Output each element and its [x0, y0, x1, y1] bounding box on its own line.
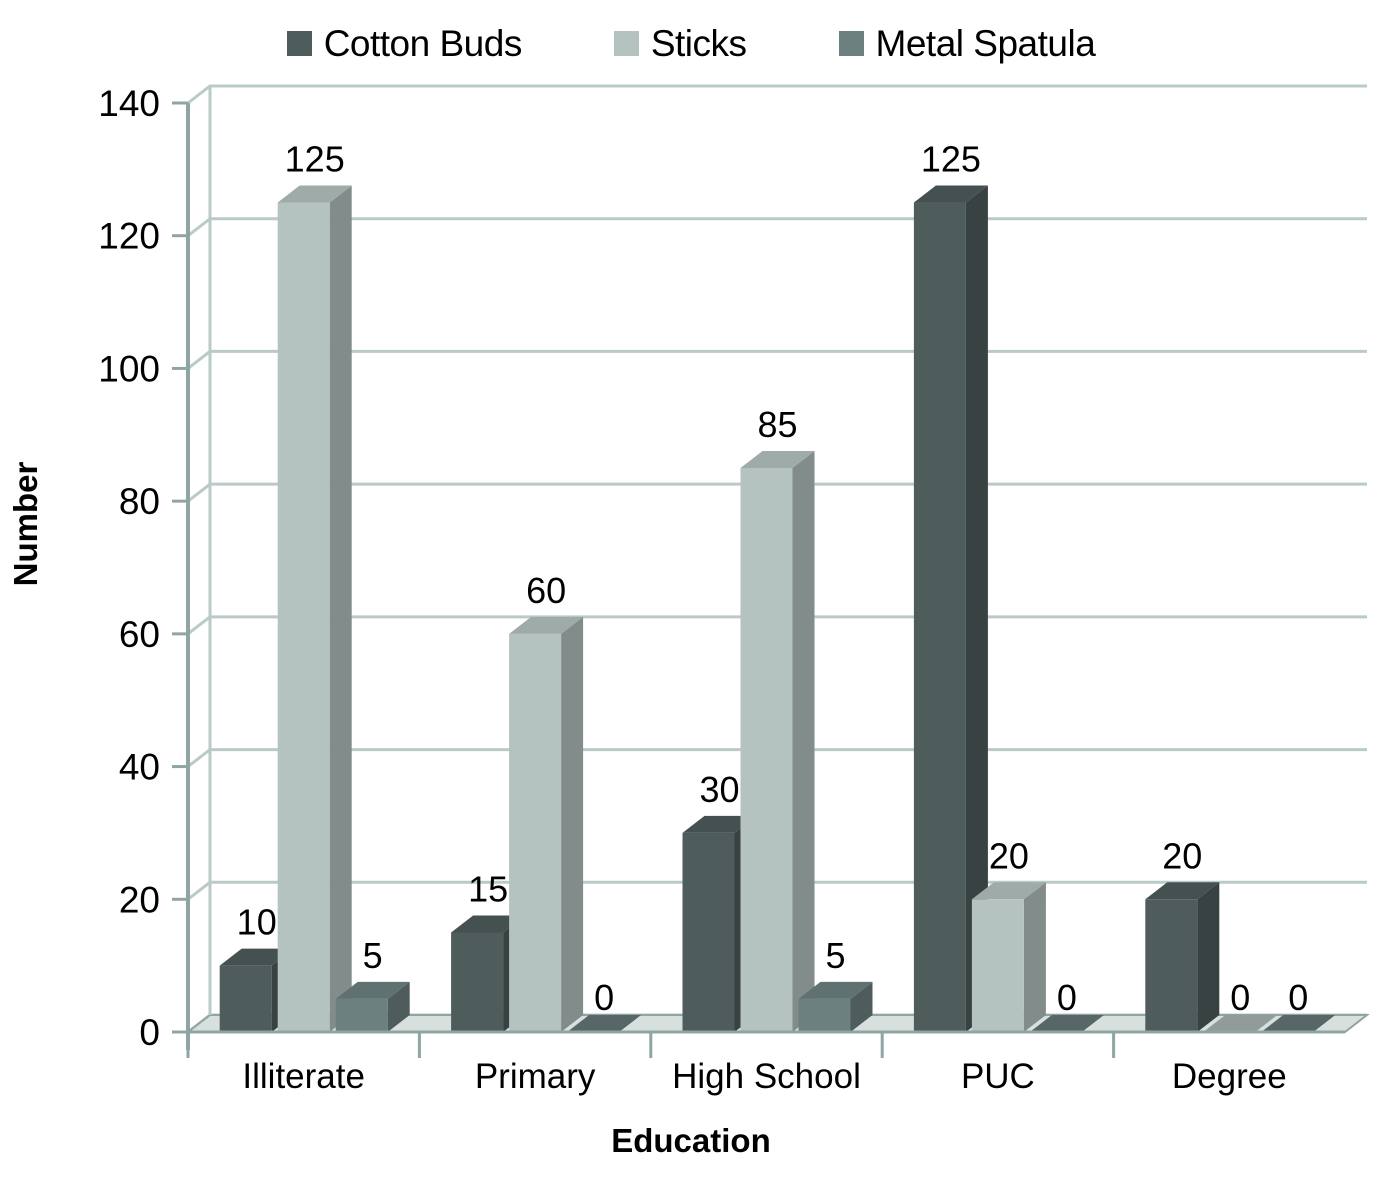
legend-swatch-icon [838, 30, 864, 56]
y-tick-label: 80 [119, 481, 160, 522]
legend-label: Sticks [650, 22, 747, 64]
bar-value-label: 10 [237, 902, 277, 943]
legend-item-sticks[interactable]: Sticks [613, 22, 747, 64]
bar-column[interactable] [567, 1015, 642, 1032]
bar-value-label: 20 [989, 835, 1029, 876]
y-tick-label: 40 [119, 747, 160, 788]
x-category-label: Illiterate [242, 1057, 365, 1096]
x-category-label: Primary [475, 1057, 596, 1096]
chart-legend: Cotton Buds Sticks Metal Spatula [0, 18, 1382, 68]
legend-label: Cotton Buds [323, 22, 523, 64]
bar-value-label: 0 [1230, 977, 1250, 1018]
x-category-label: PUC [961, 1057, 1035, 1096]
bar-value-label: 5 [363, 935, 383, 976]
bar-value-label: 60 [526, 570, 566, 611]
bar-column[interactable] [740, 450, 815, 1032]
x-category-labels: Illiterate Primary High School PUC Degree [242, 1057, 1286, 1096]
bar-value-label: 0 [1057, 977, 1077, 1018]
bar-column[interactable] [277, 185, 352, 1033]
bar-column[interactable] [913, 185, 988, 1033]
legend-item-metal-spatula[interactable]: Metal Spatula [838, 22, 1096, 64]
legend-swatch-icon [286, 30, 312, 56]
y-tick-label: 0 [139, 1012, 160, 1053]
bar-column[interactable] [1029, 1015, 1104, 1032]
bars-group [219, 185, 1336, 1033]
bar-column[interactable] [1261, 1015, 1336, 1032]
bar-value-label: 30 [699, 769, 739, 810]
bar-value-label: 0 [594, 977, 614, 1018]
y-tick-label: 120 [98, 216, 160, 257]
bar-value-label: 20 [1162, 835, 1202, 876]
bar-value-label: 125 [921, 139, 981, 180]
y-tick-label: 20 [119, 879, 160, 920]
bar-column[interactable] [1145, 882, 1220, 1032]
legend-label: Metal Spatula [875, 22, 1096, 64]
bar-value-label: 85 [757, 404, 797, 445]
legend-item-cotton-buds[interactable]: Cotton Buds [286, 22, 523, 64]
bar-column[interactable] [1203, 1015, 1278, 1032]
y-tick-label: 140 [98, 83, 160, 124]
bar-column[interactable] [509, 616, 584, 1032]
bar-column[interactable] [335, 981, 410, 1032]
y-tick-label: 60 [119, 614, 160, 655]
bar-value-label: 15 [468, 868, 508, 909]
axis-lines-group [172, 86, 1345, 1058]
bar-column[interactable] [798, 981, 873, 1032]
bar-value-label: 0 [1288, 977, 1308, 1018]
y-tick-label: 100 [98, 348, 160, 389]
bar-value-label: 125 [285, 139, 345, 180]
x-category-label: High School [672, 1057, 861, 1096]
x-axis-title: Education [611, 1122, 771, 1159]
bar-column[interactable] [971, 882, 1046, 1032]
bar-value-label: 5 [825, 935, 845, 976]
y-tick-labels: 0 20 40 60 80 100 120 140 [98, 83, 160, 1053]
legend-swatch-icon [613, 30, 639, 56]
x-category-label: Degree [1172, 1057, 1287, 1096]
